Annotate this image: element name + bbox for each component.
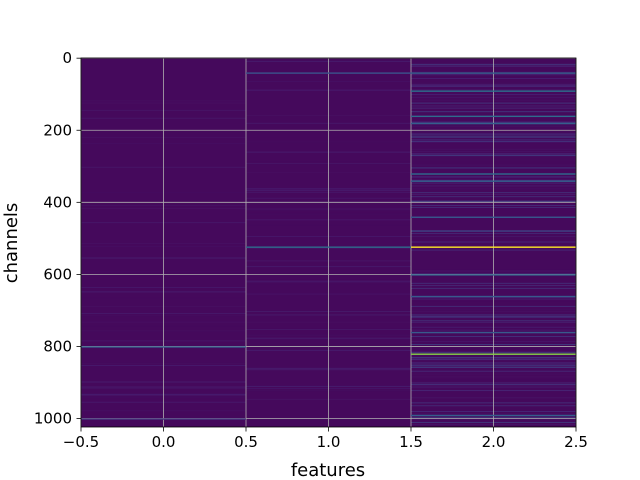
heatmap-bright-line (411, 180, 576, 182)
plot-area (80, 57, 577, 428)
heatmap-bright-line (411, 274, 576, 276)
x-tick-label: 2.0 (482, 433, 506, 451)
heatmap-bright-line (411, 72, 576, 74)
x-tick-label: 1.5 (399, 433, 423, 451)
x-axis: −0.5 0.0 0.5 1.0 1.5 2.0 2.5 (63, 427, 588, 451)
heatmap-bright-line (411, 331, 576, 334)
heatmap-bright-line (411, 414, 576, 417)
y-tick-label: 600 (43, 265, 72, 283)
y-tick-label: 1000 (34, 410, 72, 428)
heatmap-bright-line (81, 418, 246, 420)
heatmap-bright-line (411, 353, 576, 355)
heatmap-bright-line (411, 216, 576, 218)
x-tick-label: 1.0 (317, 433, 341, 451)
x-tick-label: 0.5 (234, 433, 258, 451)
y-tick-label: 200 (43, 121, 72, 139)
x-axis-label: features (291, 460, 365, 480)
y-tick-label: 800 (43, 337, 72, 355)
x-tick-label: 0.0 (152, 433, 176, 451)
heatmap-bright-line (246, 246, 411, 248)
x-tick-label: −0.5 (63, 433, 99, 451)
heatmap-bright-line (411, 173, 576, 175)
heatmap-bright-line (411, 295, 576, 298)
y-axis-label: channels (1, 203, 22, 284)
heatmap-bright-line (411, 115, 576, 118)
heatmap-bright-line (411, 90, 576, 92)
y-tick-label: 400 (43, 193, 72, 211)
heatmap-bright-line (81, 346, 246, 348)
y-axis: 0 200 400 600 800 1000 (34, 49, 81, 428)
x-tick-label: 2.5 (564, 433, 588, 451)
heatmap-bright-line (411, 246, 576, 248)
heatmap-bright-line (411, 122, 576, 125)
y-tick-label: 0 (62, 49, 72, 67)
heatmap-bright-line (246, 72, 411, 74)
